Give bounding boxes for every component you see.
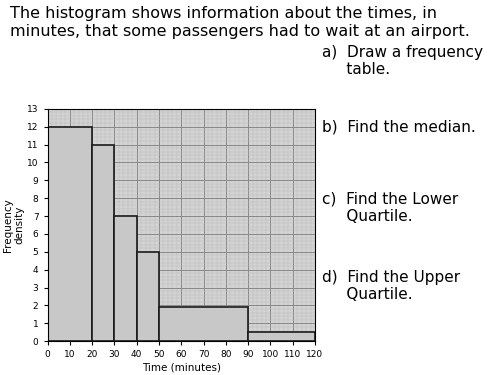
- Text: b)  Find the median.: b) Find the median.: [322, 120, 476, 135]
- Text: a)  Draw a frequency
     table.: a) Draw a frequency table.: [322, 45, 484, 77]
- Text: minutes, that some passengers had to wait at an airport.: minutes, that some passengers had to wai…: [10, 24, 470, 39]
- Bar: [92, 144, 114, 341]
- Text: The histogram shows information about the times, in: The histogram shows information about th…: [10, 6, 437, 21]
- Bar: [248, 332, 315, 341]
- Text: d)  Find the Upper
     Quartile.: d) Find the Upper Quartile.: [322, 270, 460, 302]
- Bar: [114, 216, 136, 341]
- X-axis label: Time (minutes): Time (minutes): [142, 362, 221, 372]
- Bar: [159, 307, 248, 341]
- Text: c)  Find the Lower
     Quartile.: c) Find the Lower Quartile.: [322, 191, 459, 224]
- Y-axis label: Frequency
density: Frequency density: [2, 198, 24, 252]
- Bar: [48, 127, 92, 341]
- Bar: [136, 252, 159, 341]
